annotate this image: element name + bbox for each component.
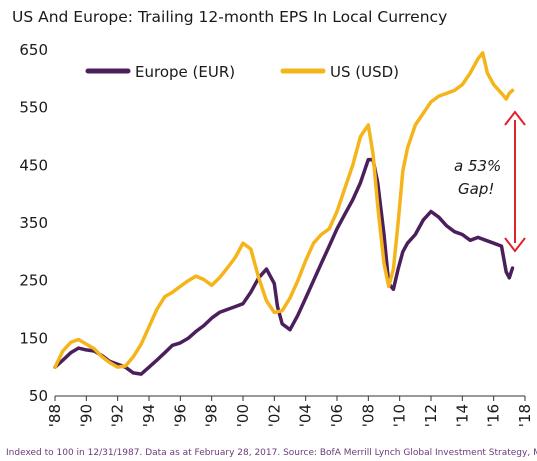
x-tick-label: '94: [140, 404, 158, 427]
x-tick-label: '12: [422, 404, 440, 427]
gap-annotation-line2: Gap!: [458, 180, 494, 198]
y-tick-label: 250: [19, 272, 48, 290]
x-tick-label: '98: [203, 404, 221, 427]
x-tick-label: '00: [234, 404, 252, 427]
y-axis-ticks: 50 150 250 350 450 550 650: [19, 41, 48, 405]
x-axis-ticks: '88 '90 '92 '94 '96 '98 '00 '02 '04 '06 '08 '10 '12 '…: [46, 396, 534, 427]
x-tick-label: '08: [359, 404, 377, 427]
series-layer: [53, 51, 515, 376]
x-tick-label: '96: [171, 404, 189, 427]
x-tick-label: '16: [485, 404, 503, 427]
x-tick-label: '18: [516, 404, 534, 427]
x-tick-label: '14: [453, 404, 471, 427]
x-tick-label: '06: [328, 404, 346, 427]
x-tick-label: '10: [391, 404, 409, 427]
legend: Europe (EUR) US (USD): [85, 63, 399, 81]
x-tick-label: '02: [265, 404, 283, 427]
series-line-us: [53, 51, 515, 369]
legend-label-us: US (USD): [330, 63, 399, 81]
series-line-europe: [53, 157, 515, 376]
gap-arrow: [504, 110, 526, 253]
source-note: Indexed to 100 in 12/31/1987. Data as at…: [6, 448, 537, 458]
gap-annotation-line1: a 53%: [454, 157, 501, 175]
x-tick-label: '88: [46, 404, 64, 427]
y-tick-label: 150: [19, 329, 48, 347]
x-tick-label: '04: [297, 404, 315, 427]
chart-title: US And Europe: Trailing 12-month EPS In …: [12, 8, 447, 26]
gap-annotation: a 53% Gap!: [454, 110, 526, 253]
x-tick-label: '90: [77, 404, 95, 427]
gap-arrow-head-top: [504, 110, 526, 126]
y-tick-label: 350: [19, 214, 48, 232]
x-tick-label: '92: [109, 404, 127, 427]
y-tick-label: 50: [29, 387, 48, 405]
y-tick-label: 450: [19, 156, 48, 174]
gap-arrow-head-bottom: [504, 237, 526, 253]
y-tick-label: 650: [19, 41, 48, 59]
y-tick-label: 550: [19, 99, 48, 117]
legend-label-europe: Europe (EUR): [135, 63, 235, 81]
